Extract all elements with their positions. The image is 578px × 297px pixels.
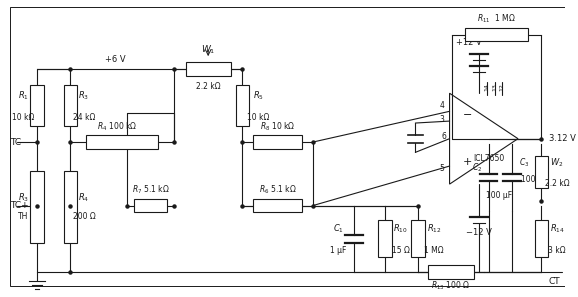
Bar [535,156,549,188]
Text: 12: 12 [500,83,505,91]
Text: −: − [462,110,472,120]
Bar [30,171,44,244]
Bar [428,265,474,279]
Text: 5: 5 [440,164,444,173]
Text: 15 Ω: 15 Ω [392,246,410,255]
Text: 10 kΩ: 10 kΩ [12,113,35,122]
Text: $W_1$: $W_1$ [201,43,216,56]
Text: $R_3$: $R_3$ [18,191,29,203]
Text: $R_7$ 5.1 kΩ: $R_7$ 5.1 kΩ [132,184,169,196]
Bar [134,199,167,212]
Bar [253,199,302,212]
Bar [64,171,77,244]
Text: 3.12 V: 3.12 V [549,134,576,143]
Text: TH: TH [18,212,29,221]
Bar [253,135,302,149]
Text: 24 kΩ: 24 kΩ [73,113,95,122]
Text: 1 MΩ: 1 MΩ [424,246,444,255]
Text: +6 V: +6 V [105,55,125,64]
Text: +: + [462,157,472,167]
Text: ICL7650: ICL7650 [473,154,504,163]
Text: 14: 14 [484,83,489,91]
Text: $C_3$: $C_3$ [518,157,529,169]
Text: $C_2$: $C_2$ [472,162,482,174]
Bar [378,220,392,257]
Text: $R_4$: $R_4$ [79,191,90,203]
Bar [235,85,249,126]
Text: $R_{11}$  1 MΩ: $R_{11}$ 1 MΩ [477,13,516,25]
Text: 10 kΩ: 10 kΩ [247,113,269,122]
Text: $R_{14}$: $R_{14}$ [550,223,565,235]
Bar [465,28,528,42]
Text: 1 μF: 1 μF [330,246,346,255]
Text: +12 V: +12 V [456,38,482,47]
Text: 200 Ω: 200 Ω [73,212,95,221]
Text: 2.2 kΩ: 2.2 kΩ [196,82,220,91]
Text: 3 kΩ: 3 kΩ [549,246,566,255]
Text: $R_6$ 5.1 kΩ: $R_6$ 5.1 kΩ [258,184,297,196]
Text: TC−: TC− [10,138,28,147]
Text: $R_{12}$: $R_{12}$ [427,223,441,235]
Text: 4: 4 [440,101,444,110]
Text: 6: 6 [442,132,447,141]
Text: $R_{10}$: $R_{10}$ [393,223,408,235]
Text: 13: 13 [492,83,497,91]
Text: $W_2$: $W_2$ [550,156,564,169]
Text: TC+: TC+ [10,201,28,210]
Text: $R_8$ 10 kΩ: $R_8$ 10 kΩ [260,120,295,133]
Text: 100 μF: 100 μF [521,175,547,184]
Text: $R_1$: $R_1$ [18,89,29,102]
Bar [30,85,44,126]
Bar [86,135,158,149]
Text: $R_{13}$ 100 Ω: $R_{13}$ 100 Ω [431,279,470,292]
Bar [64,85,77,126]
Text: $R_3$: $R_3$ [79,89,90,102]
Text: 3: 3 [440,115,444,124]
Text: 2.2 kΩ: 2.2 kΩ [544,179,569,188]
Text: 100 μF: 100 μF [486,191,512,200]
Text: $R_5$: $R_5$ [253,89,264,102]
Text: −12 V: −12 V [466,228,492,236]
Text: $R_4$ 100 kΩ: $R_4$ 100 kΩ [97,120,138,133]
Text: $C_1$: $C_1$ [333,223,344,235]
Bar [535,220,549,257]
Bar [412,220,425,257]
Bar [186,62,231,76]
Text: CT: CT [549,277,560,286]
